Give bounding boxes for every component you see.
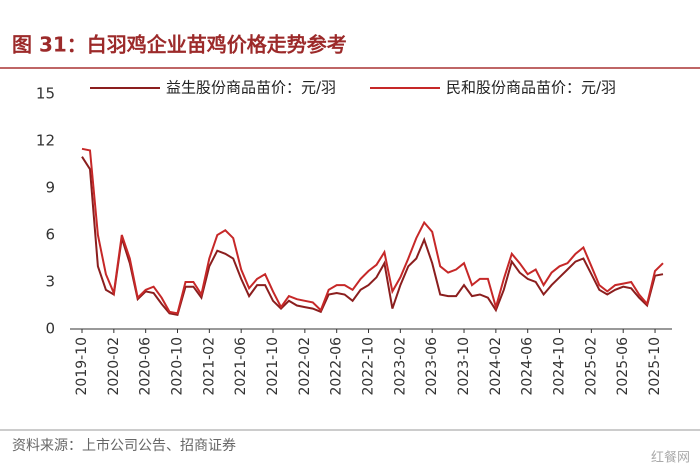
y-tick-label: 12 (36, 132, 55, 150)
x-tick-label: 2022-10 (361, 337, 377, 396)
x-tick-label: 2021-02 (201, 337, 217, 396)
x-tick-label: 2025-10 (647, 337, 663, 396)
x-tick-label: 2025-02 (583, 337, 599, 396)
legend-label: 民和股份商品苗价：元/羽 (446, 79, 616, 97)
x-tick-label: 2022-06 (329, 337, 345, 396)
y-tick-label: 15 (36, 85, 55, 103)
x-tick-label: 2023-10 (456, 337, 472, 396)
x-tick-label: 2023-06 (424, 337, 440, 396)
x-tick-label: 2024-10 (552, 337, 568, 396)
x-tick-label: 2024-06 (520, 337, 536, 396)
x-tick-label: 2020-02 (106, 337, 122, 396)
x-tick-label: 2021-10 (265, 337, 281, 396)
x-tick-label: 2020-06 (138, 337, 154, 396)
y-tick-label: 6 (45, 226, 55, 244)
x-tick-label: 2023-02 (392, 337, 408, 396)
x-tick-label: 2024-02 (488, 337, 504, 396)
x-tick-label: 2020-10 (170, 337, 186, 396)
watermark: 红餐网 (651, 450, 690, 466)
y-tick-label: 9 (45, 179, 55, 197)
chart-title: 图 31：白羽鸡企业苗鸡价格走势参考 (12, 33, 347, 57)
source: 资料来源：上市公司公告、招商证券 (12, 437, 236, 454)
y-tick-label: 3 (45, 273, 55, 291)
x-tick-label: 2021-06 (233, 337, 249, 396)
x-tick-label: 2019-10 (74, 337, 90, 396)
legend-label: 益生股份商品苗价：元/羽 (166, 79, 336, 97)
series-line (81, 147, 664, 315)
x-tick-label: 2025-06 (615, 337, 631, 396)
x-tick-label: 2022-02 (297, 337, 313, 396)
y-tick-label: 0 (45, 320, 55, 338)
series-line (81, 156, 664, 317)
